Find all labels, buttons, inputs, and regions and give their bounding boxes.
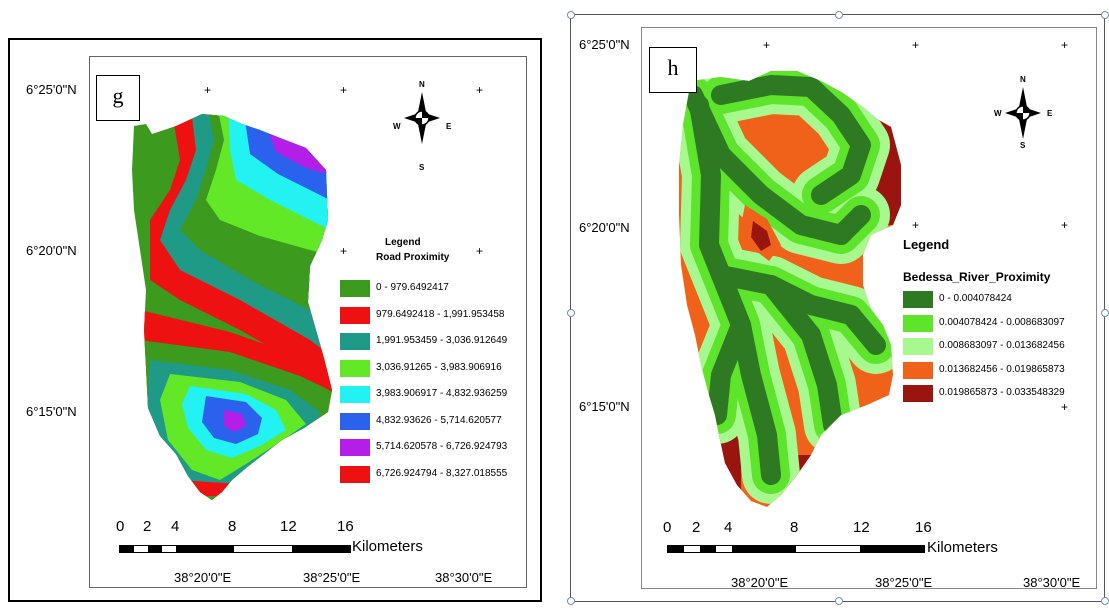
grid-cross: +: [476, 83, 484, 97]
lon-label-30: 38°30'0"E: [1023, 575, 1081, 590]
legend-subtitle: Road Proximity: [376, 252, 450, 263]
lon-label-25: 38°25'0"E: [875, 575, 933, 590]
grid-cross: +: [763, 38, 771, 52]
scale-number: 16: [915, 519, 932, 536]
panel-label-g: g: [96, 75, 140, 121]
legend-label: 0.013682456 - 0.019865873: [939, 363, 1065, 375]
resize-handle[interactable]: [567, 309, 575, 317]
grid-cross: +: [1061, 400, 1069, 414]
legend-swatch: [340, 439, 370, 456]
scale-number: 8: [228, 518, 237, 535]
scale-number: 2: [692, 519, 701, 536]
legend-label: 3,036.91265 - 3,983.906916: [376, 361, 502, 373]
lat-label-25: 6°25'0"N: [26, 82, 77, 97]
legend-swatch: [903, 385, 933, 402]
scale-unit: Kilometers: [352, 538, 423, 555]
river-proximity-raster: [679, 71, 901, 507]
lon-label-20: 38°20'0"E: [174, 570, 232, 585]
legend-label: 0 - 979.6492417: [376, 282, 449, 293]
compass-w: W: [393, 122, 401, 131]
resize-handle[interactable]: [1101, 597, 1109, 605]
scale-number: 8: [790, 519, 799, 536]
legend-label: 1,991.953459 - 3,036.912649: [376, 335, 508, 346]
grid-cross: +: [340, 83, 348, 97]
scale-number: 0: [663, 519, 672, 536]
lon-label-20: 38°20'0"E: [731, 575, 789, 590]
legend-label: 3,983.906917 - 4,832.936259: [376, 388, 508, 399]
resize-handle[interactable]: [835, 11, 843, 19]
grid-cross: +: [912, 218, 920, 232]
lat-label-20: 6°20'0"N: [579, 220, 630, 235]
legend-label: 0.019865873 - 0.033548329: [939, 387, 1065, 398]
resize-handle[interactable]: [567, 597, 575, 605]
scale-number: 4: [171, 518, 180, 535]
scale-number: 12: [853, 519, 870, 536]
river-proximity-map-panel: 6°25'0"N 6°20'0"N 6°15'0"N 38°20'0"E 38°…: [567, 11, 1109, 605]
resize-handle[interactable]: [1101, 309, 1109, 317]
resize-handle[interactable]: [835, 597, 843, 605]
legend-swatch: [340, 412, 370, 430]
legend-swatch: [340, 306, 370, 324]
north-arrow-icon: [1005, 87, 1041, 139]
grid-cross: +: [1061, 38, 1069, 52]
lon-label-30: 38°30'0"E: [435, 570, 493, 585]
road-proximity-map-panel: 6°25'0"N 6°20'0"N 6°15'0"N 38°20'0"E 38°…: [8, 38, 542, 602]
scale-unit: Kilometers: [927, 539, 998, 556]
legend-swatch: [340, 333, 370, 350]
resize-handle[interactable]: [1101, 11, 1109, 19]
grid-cross: +: [912, 38, 920, 52]
legend-swatch: [903, 338, 933, 355]
compass-e: E: [1047, 109, 1053, 118]
legend-label: 0.008683097 - 0.013682456: [939, 340, 1065, 351]
legend-swatch: [340, 465, 370, 483]
north-arrow-icon: [404, 92, 440, 144]
legend-label: 0.004078424 - 0.008683097: [939, 316, 1065, 328]
legend-swatch: [903, 361, 933, 379]
lat-label-20: 6°20'0"N: [26, 243, 77, 258]
scale-number: 0: [116, 518, 125, 535]
grid-cross: +: [340, 244, 348, 258]
panel-label-h: h: [649, 47, 697, 93]
grid-cross: +: [204, 83, 212, 97]
scale-bar: [119, 545, 351, 553]
legend-swatch: [340, 280, 370, 297]
lat-label-15: 6°15'0"N: [26, 404, 77, 419]
legend-swatch: [903, 291, 933, 308]
legend-swatch: [340, 386, 370, 403]
scale-number: 2: [143, 518, 152, 535]
scale-bar: [667, 545, 925, 553]
lat-label-15: 6°15'0"N: [579, 399, 630, 414]
compass-w: W: [994, 109, 1002, 118]
legend-label: 6,726.924794 - 8,327.018555: [376, 467, 508, 479]
legend-subtitle: Bedessa_River_Proximity: [903, 270, 1051, 284]
scale-number: 12: [280, 518, 297, 535]
legend-label: 0 - 0.004078424: [939, 293, 1012, 304]
compass-s: S: [1020, 141, 1026, 150]
scale-number: 4: [724, 519, 733, 536]
scale-number: 16: [337, 518, 354, 535]
grid-cross: +: [476, 244, 484, 258]
compass-e: E: [446, 122, 452, 131]
compass-s: S: [419, 163, 425, 172]
legend-swatch: [340, 359, 370, 377]
legend-title: Legend: [385, 237, 421, 248]
compass-n: N: [419, 80, 425, 89]
legend-label: 5,714.620578 - 6,726.924793: [376, 441, 508, 452]
resize-handle[interactable]: [567, 11, 575, 19]
compass-n: N: [1020, 75, 1026, 84]
legend-title: Legend: [903, 237, 950, 252]
lon-label-25: 38°25'0"E: [303, 570, 361, 585]
legend-swatch: [903, 314, 933, 332]
legend-label: 979.6492418 - 1,991.953458: [376, 308, 505, 320]
road-proximity-raster: [132, 114, 332, 500]
legend-label: 4,832.93626 - 5,714.620577: [376, 414, 502, 426]
grid-cross: +: [1061, 218, 1069, 232]
lat-label-25: 6°25'0"N: [579, 37, 630, 52]
